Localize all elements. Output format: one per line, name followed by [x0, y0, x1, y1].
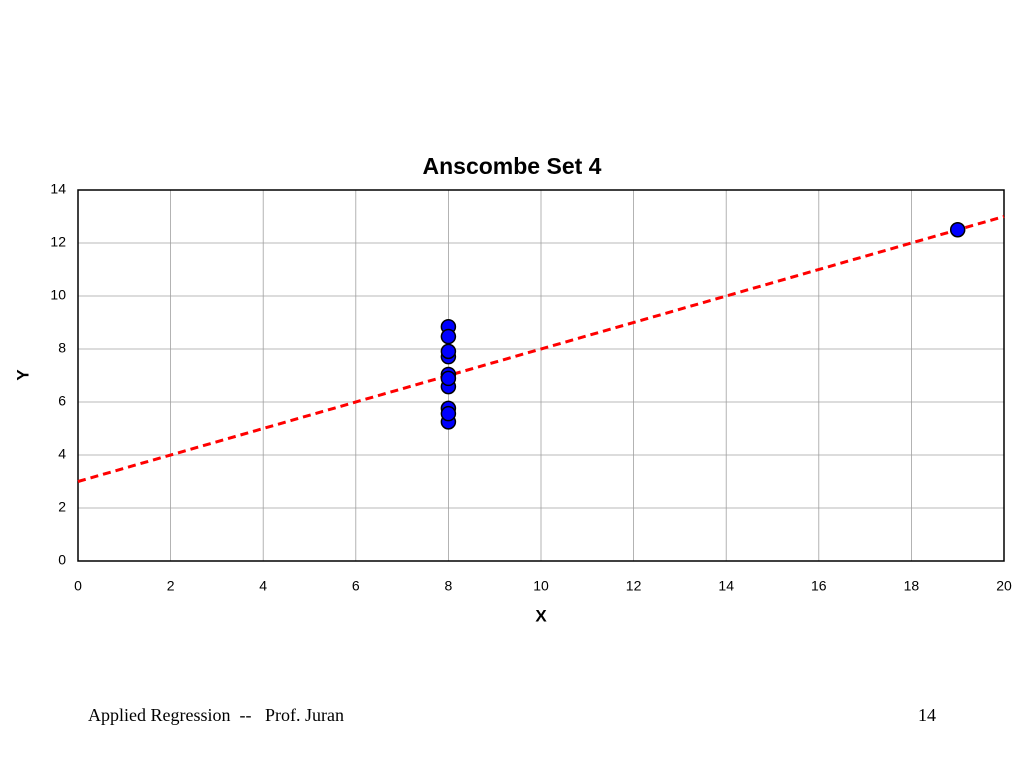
grid [77, 189, 1005, 562]
y-tick-label: 12 [50, 234, 66, 250]
x-tick-label: 10 [533, 578, 549, 594]
data-point [440, 405, 457, 422]
x-axis-label: X [535, 606, 547, 625]
y-tick-label: 4 [58, 446, 66, 462]
data-point [440, 370, 457, 387]
data-point [440, 328, 457, 345]
footer-text: Applied Regression -- Prof. Juran [88, 705, 344, 725]
y-tick-label: 2 [58, 499, 66, 515]
x-tick-label: 14 [718, 578, 734, 594]
marks [77, 215, 1005, 483]
y-axis-label: Y [13, 369, 32, 381]
plot-frame [77, 189, 1005, 562]
y-tick-label: 0 [58, 552, 66, 568]
y-tick-label: 8 [58, 340, 66, 356]
page-number: 14 [918, 705, 936, 725]
x-tick-label: 18 [904, 578, 920, 594]
x-tick-label: 16 [811, 578, 827, 594]
y-tick-label: 14 [50, 181, 66, 197]
x-tick-label: 20 [996, 578, 1012, 594]
data-point [440, 343, 457, 360]
y-tick-label: 6 [58, 393, 66, 409]
x-tick-label: 8 [445, 578, 453, 594]
data-point [949, 222, 966, 238]
x-tick-label: 2 [167, 578, 175, 594]
trend-line [77, 215, 1005, 483]
x-tick-label: 4 [259, 578, 267, 594]
chart-title: Anscombe Set 4 [423, 153, 602, 179]
x-tick-label: 6 [352, 578, 360, 594]
x-tick-label: 12 [626, 578, 642, 594]
x-tick-label: 0 [74, 578, 82, 594]
y-tick-label: 10 [50, 287, 66, 303]
